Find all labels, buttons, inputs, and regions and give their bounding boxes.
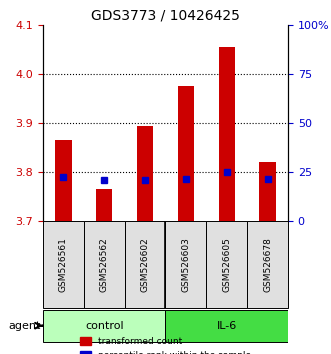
Text: IL-6: IL-6 — [216, 321, 237, 331]
Legend: transformed count, percentile rank within the sample: transformed count, percentile rank withi… — [76, 334, 255, 354]
Bar — [260, 162, 276, 222]
Title: GDS3773 / 10426425: GDS3773 / 10426425 — [91, 8, 240, 22]
Bar — [137, 126, 153, 222]
Text: control: control — [85, 321, 123, 331]
FancyBboxPatch shape — [125, 222, 166, 308]
Text: GSM526603: GSM526603 — [181, 237, 190, 292]
Text: agent: agent — [9, 321, 41, 331]
Text: GSM526605: GSM526605 — [222, 237, 231, 292]
Text: GSM526561: GSM526561 — [59, 237, 68, 292]
Bar — [96, 189, 113, 222]
FancyBboxPatch shape — [43, 310, 166, 342]
Text: GSM526678: GSM526678 — [263, 237, 272, 292]
Bar — [178, 86, 194, 222]
FancyBboxPatch shape — [84, 222, 125, 308]
FancyBboxPatch shape — [166, 310, 288, 342]
FancyBboxPatch shape — [247, 222, 288, 308]
FancyBboxPatch shape — [166, 222, 206, 308]
Bar — [55, 140, 71, 222]
Text: GSM526562: GSM526562 — [100, 237, 109, 292]
FancyBboxPatch shape — [43, 222, 84, 308]
Bar — [218, 47, 235, 222]
Text: GSM526602: GSM526602 — [141, 237, 150, 292]
FancyBboxPatch shape — [206, 222, 247, 308]
